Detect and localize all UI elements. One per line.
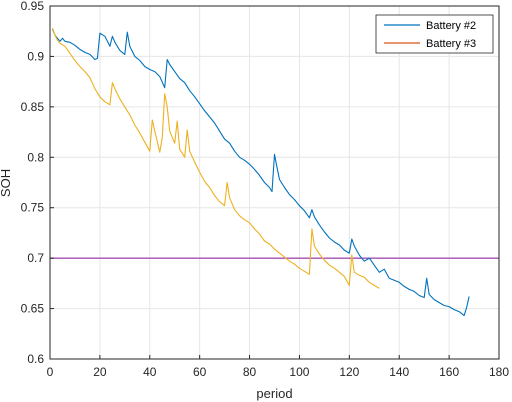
y-tick-label: 0.75 [21, 201, 45, 215]
legend: Battery #2 Battery #3 [375, 14, 494, 54]
x-axis-label: period [256, 386, 292, 401]
x-tick-label: 160 [439, 365, 459, 379]
y-tick-label: 0.9 [27, 49, 44, 63]
plot-area [50, 6, 499, 359]
x-tick-label: 100 [289, 365, 309, 379]
y-axis: 0.6 0.65 0.7 0.75 0.8 0.85 0.9 0.95 [21, 0, 54, 366]
x-tick-label: 80 [243, 365, 257, 379]
series-line-battery-2 [51, 28, 470, 317]
x-tick-label: 0 [47, 365, 54, 379]
x-axis: 0 20 40 60 80 100 120 140 160 180 [47, 355, 509, 379]
series-line-unlabeled-2 [51, 28, 380, 289]
y-tick-label: 0.65 [21, 302, 45, 316]
x-tick-label: 120 [339, 365, 359, 379]
y-tick-label: 0.8 [27, 150, 44, 164]
y-tick-label: 0.6 [27, 352, 44, 366]
y-tick-label: 0.85 [21, 100, 45, 114]
legend-label-battery-2: Battery #2 [426, 20, 476, 32]
y-tick-label: 0.95 [21, 0, 45, 13]
x-tick-label: 180 [489, 365, 509, 379]
y-tick-label: 0.7 [27, 251, 44, 265]
plot-frame [49, 5, 500, 360]
x-tick-label: 140 [389, 365, 409, 379]
x-tick-label: 40 [143, 365, 157, 379]
x-tick-label: 60 [193, 365, 207, 379]
x-tick-label: 20 [93, 365, 107, 379]
y-axis-label: SOH [0, 169, 13, 197]
legend-box [375, 14, 494, 54]
series-layer [51, 28, 470, 317]
legend-label-battery-3: Battery #3 [426, 38, 476, 50]
